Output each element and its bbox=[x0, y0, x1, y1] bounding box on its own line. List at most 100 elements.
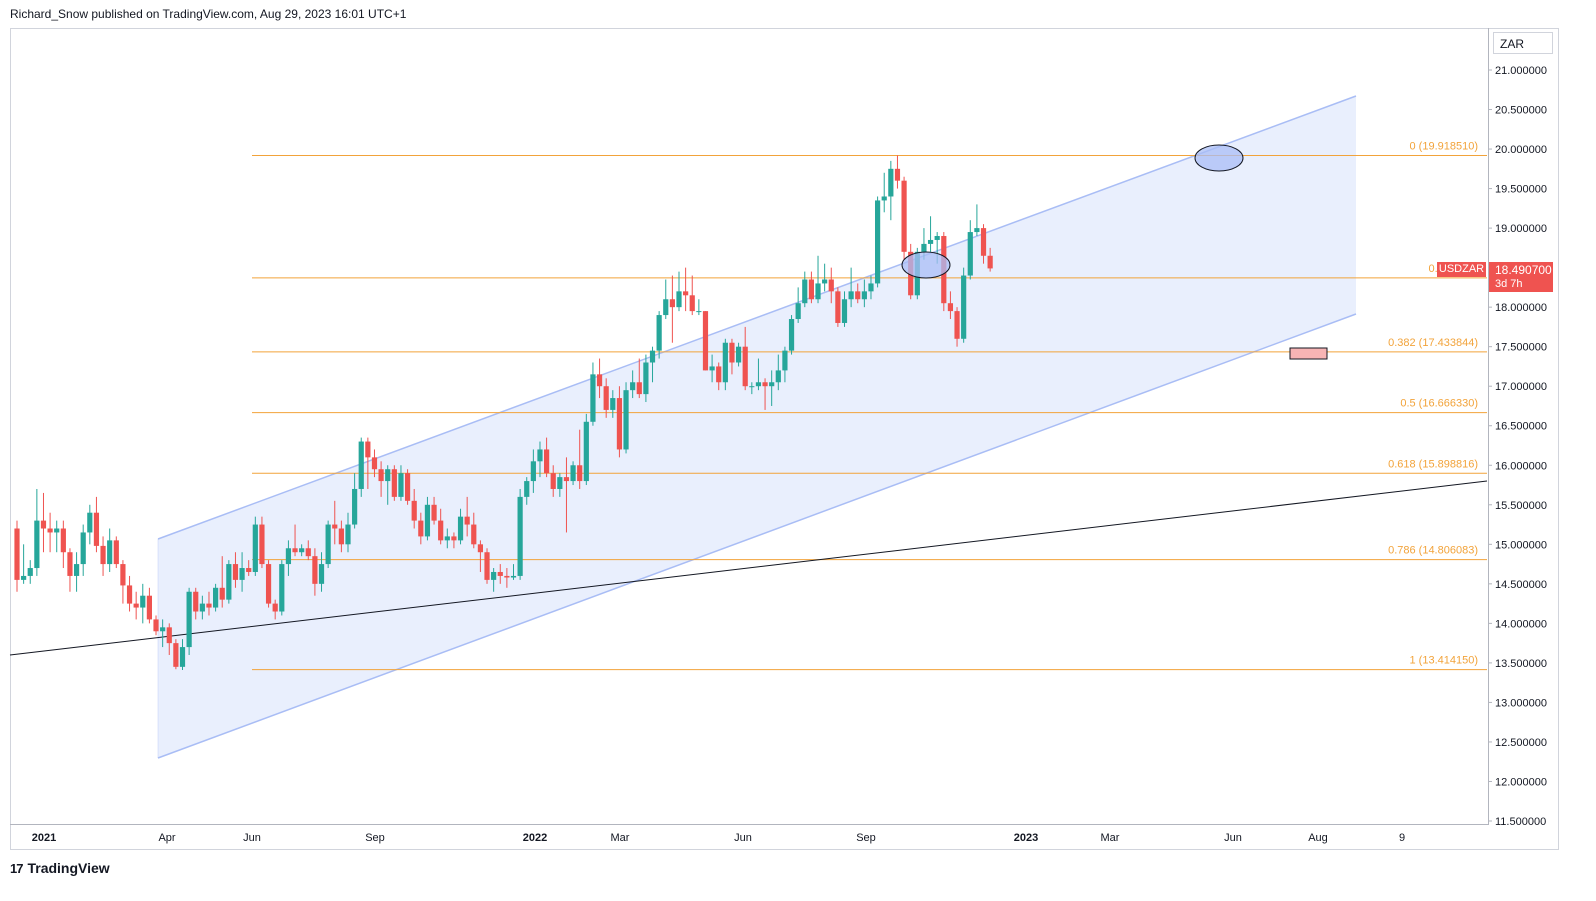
candle-body bbox=[14, 528, 20, 580]
candle-body bbox=[166, 627, 172, 644]
candle-body bbox=[722, 342, 728, 383]
y-tick-label: 15.500000 bbox=[1495, 500, 1547, 512]
candle-body bbox=[676, 291, 682, 308]
last-price: 18.490700 bbox=[1495, 263, 1552, 277]
channel-upper-line bbox=[157, 95, 1357, 540]
candle-body bbox=[762, 382, 768, 387]
x-tick-label: Sep bbox=[856, 832, 876, 844]
candle-body bbox=[822, 279, 828, 284]
candle-body bbox=[312, 556, 318, 584]
fib-label-0.5: 0.5 (16.666330) bbox=[1400, 398, 1478, 410]
candle-body bbox=[709, 366, 715, 371]
candle-body bbox=[663, 299, 669, 316]
candle-body bbox=[742, 346, 748, 387]
candle-body bbox=[980, 228, 987, 256]
channel-lower-line bbox=[157, 313, 1357, 759]
y-tick-label: 13.000000 bbox=[1495, 697, 1547, 709]
candle-body bbox=[530, 461, 536, 482]
candle-body bbox=[855, 291, 861, 300]
candle-body bbox=[27, 568, 33, 576]
candle-body bbox=[206, 603, 212, 608]
candle-body bbox=[34, 520, 40, 569]
candle-body bbox=[894, 168, 901, 181]
candle-body bbox=[54, 528, 60, 533]
candle-body bbox=[471, 524, 477, 545]
y-tick-label: 14.000000 bbox=[1495, 618, 1547, 630]
candle-body bbox=[126, 585, 133, 604]
x-tick-label: Aug bbox=[1308, 832, 1328, 844]
candle-body bbox=[232, 564, 239, 580]
y-tick-label: 19.000000 bbox=[1495, 223, 1547, 235]
plot-area[interactable] bbox=[10, 28, 1489, 825]
support-zone-box bbox=[1289, 347, 1328, 360]
tradingview-logo-icon: 17 bbox=[10, 860, 24, 876]
candle-body bbox=[749, 386, 755, 388]
candle-body bbox=[107, 540, 113, 565]
candle-body bbox=[782, 350, 788, 371]
candle-body bbox=[934, 236, 940, 240]
candle-body bbox=[73, 564, 80, 576]
tradingview-logo[interactable]: 17 TradingView bbox=[10, 860, 110, 876]
last-price-tag: 18.490700 3d 7h bbox=[1489, 262, 1553, 292]
x-tick-label: Sep bbox=[365, 832, 385, 844]
fib-label-0.786: 0.786 (14.806083) bbox=[1388, 545, 1478, 557]
candle-body bbox=[868, 283, 874, 292]
candle-body bbox=[318, 564, 325, 584]
candle-body bbox=[385, 469, 391, 482]
candle-body bbox=[80, 532, 86, 565]
candle-body bbox=[544, 449, 550, 474]
candle-body bbox=[378, 469, 384, 482]
fib-label-0.618: 0.618 (15.898816) bbox=[1388, 458, 1478, 470]
candle-body bbox=[577, 465, 583, 482]
candle-body bbox=[504, 575, 510, 578]
candle-body bbox=[160, 627, 166, 632]
symbol-tag: USDZAR bbox=[1437, 262, 1486, 277]
candle-body bbox=[954, 311, 960, 339]
fib-label-0: 0 (19.918510) bbox=[1410, 140, 1479, 152]
candle-body bbox=[345, 524, 351, 545]
y-tick-label: 20.500000 bbox=[1495, 105, 1547, 117]
channel-fill bbox=[158, 96, 1356, 758]
candle-body bbox=[795, 303, 801, 320]
candle-body bbox=[272, 603, 278, 612]
fib-label-1: 1 (13.414150) bbox=[1410, 655, 1479, 667]
candle-body bbox=[179, 647, 186, 667]
candle-body bbox=[451, 536, 457, 541]
y-tick-label: 12.000000 bbox=[1495, 776, 1547, 788]
candle-body bbox=[755, 382, 762, 387]
candle-body bbox=[583, 421, 589, 482]
currency-label[interactable]: ZAR bbox=[1493, 32, 1553, 54]
candle-body bbox=[848, 291, 854, 300]
candle-body bbox=[961, 275, 967, 339]
candle-body bbox=[113, 540, 119, 565]
candle-body bbox=[47, 528, 53, 533]
candle-body bbox=[424, 504, 431, 537]
candle-body bbox=[193, 591, 199, 612]
candle-body bbox=[21, 575, 27, 580]
candle-body bbox=[616, 398, 623, 450]
y-tick-label: 17.000000 bbox=[1495, 381, 1547, 393]
x-tick-label: 9 bbox=[1399, 832, 1405, 844]
candle-body bbox=[292, 548, 298, 553]
candle-body bbox=[332, 524, 338, 529]
candle-body bbox=[371, 457, 378, 470]
y-tick-label: 15.000000 bbox=[1495, 539, 1547, 551]
candle-body bbox=[358, 441, 364, 489]
candle-body bbox=[841, 299, 848, 323]
candle-body bbox=[325, 524, 331, 565]
candle-body bbox=[927, 239, 934, 244]
y-tick-label: 12.500000 bbox=[1495, 737, 1547, 749]
highlight-ellipse bbox=[1194, 144, 1244, 172]
candle-body bbox=[596, 374, 603, 387]
support-trendline bbox=[9, 480, 1488, 656]
x-tick-label: 2022 bbox=[523, 832, 547, 844]
candle-body bbox=[87, 512, 93, 533]
candle-body bbox=[716, 366, 722, 383]
candle-body bbox=[861, 291, 867, 300]
candle-body bbox=[967, 232, 973, 276]
candle-body bbox=[352, 488, 358, 525]
fib-label-0.382: 0.382 (17.433844) bbox=[1388, 337, 1478, 349]
candle-body bbox=[305, 548, 311, 557]
y-tick-label: 14.500000 bbox=[1495, 579, 1547, 591]
